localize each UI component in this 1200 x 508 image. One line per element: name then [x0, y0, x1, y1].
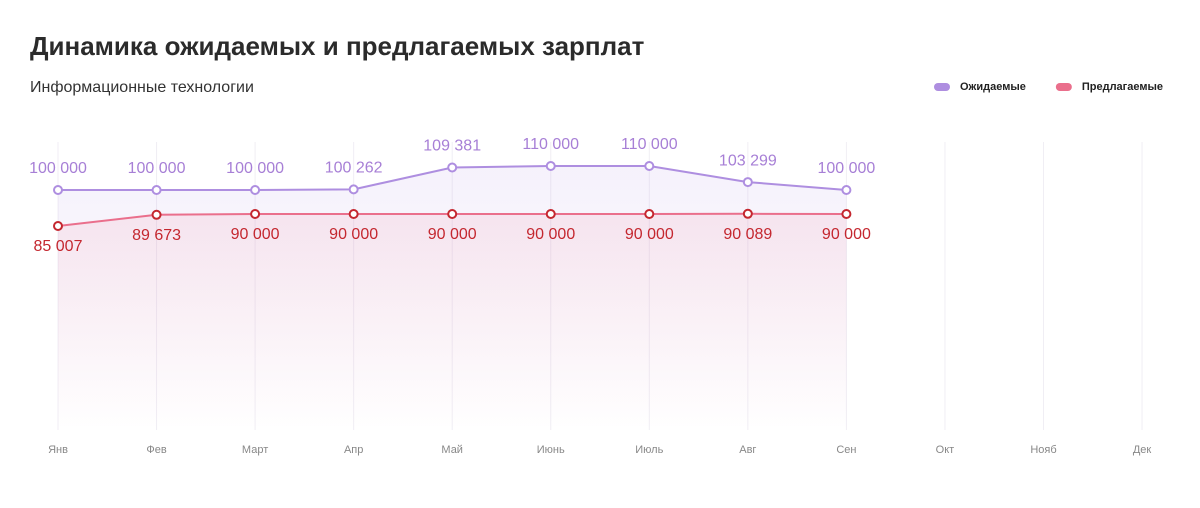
data-label: 100 000: [817, 160, 875, 177]
data-label: 89 673: [132, 227, 181, 244]
point: [151, 185, 162, 195]
point: [151, 209, 162, 220]
data-label: 100 000: [128, 160, 186, 177]
point: [841, 185, 852, 195]
point: [644, 209, 655, 219]
data-label: 109 381: [423, 138, 481, 155]
data-label: 90 000: [625, 226, 674, 243]
point: [447, 162, 458, 173]
chart-subtitle: Информационные технологии: [30, 79, 254, 96]
x-tick-label: Март: [242, 444, 268, 456]
data-label: 100 000: [226, 160, 284, 177]
point: [53, 185, 63, 195]
area: [58, 213, 847, 430]
data-label: 100 262: [325, 160, 383, 177]
data-label: 90 089: [723, 226, 772, 243]
legend-swatch: [1055, 83, 1072, 91]
legend-label: Ожидаемые: [960, 81, 1026, 93]
data-label: 90 000: [822, 226, 871, 243]
x-tick-label: Нояб: [1030, 444, 1056, 456]
x-tick-label: Авг: [739, 444, 756, 456]
x-tick-label: Фев: [146, 444, 166, 456]
point: [545, 161, 556, 171]
data-label: 110 000: [621, 136, 678, 153]
x-tick-label: Дек: [1133, 444, 1152, 456]
data-label: 110 000: [522, 136, 579, 153]
point: [348, 184, 359, 195]
x-tick-label: Сен: [836, 444, 856, 456]
chart-title: Динамика ожидаемых и предлагаемых зарпла…: [30, 31, 645, 61]
data-label: 90 000: [428, 226, 477, 243]
point: [841, 209, 852, 219]
legend-swatch: [934, 83, 950, 91]
data-label: 90 000: [231, 226, 280, 243]
data-label: 100 000: [29, 160, 87, 177]
legend-label: Предлагаемые: [1082, 81, 1163, 93]
data-label: 90 000: [329, 226, 378, 243]
x-tick-label: Май: [441, 444, 463, 456]
point: [742, 177, 753, 188]
data-label: 103 299: [719, 152, 777, 169]
x-tick-label: Июль: [635, 444, 663, 456]
point: [447, 209, 458, 219]
x-tick-label: Янв: [48, 444, 68, 456]
point: [53, 220, 63, 231]
point: [644, 161, 655, 171]
point: [348, 209, 359, 219]
x-tick-label: Апр: [344, 444, 363, 456]
point: [250, 209, 261, 219]
x-tick-label: Июнь: [537, 444, 565, 456]
data-label: 85 007: [34, 238, 83, 255]
data-label: 90 000: [526, 226, 575, 243]
point: [742, 208, 753, 219]
point: [545, 209, 556, 219]
x-tick-label: Окт: [936, 444, 955, 456]
point: [250, 185, 261, 195]
